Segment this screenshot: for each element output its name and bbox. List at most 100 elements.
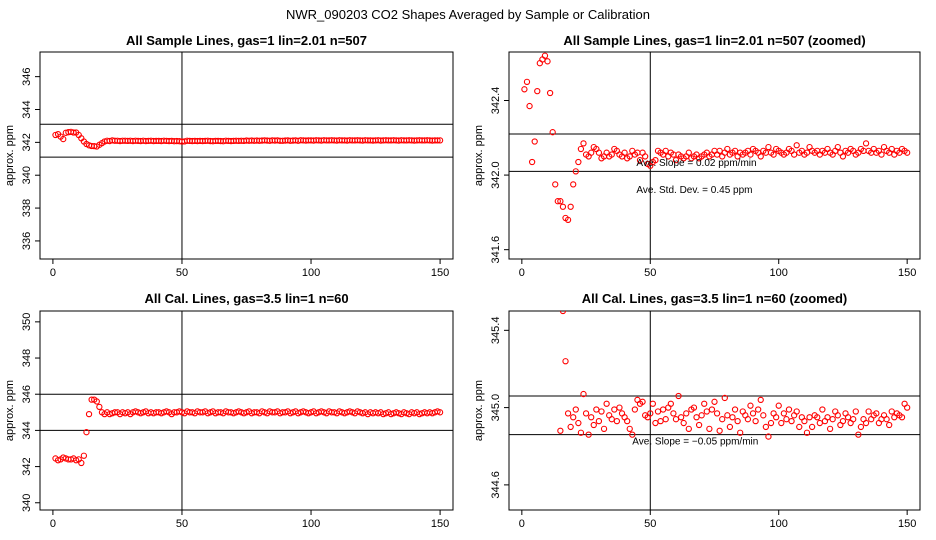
data-point xyxy=(857,423,865,431)
data-point xyxy=(850,416,857,423)
data-point xyxy=(731,406,739,413)
data-point xyxy=(785,406,793,413)
data-point xyxy=(647,410,654,417)
data-point xyxy=(96,403,103,411)
data-point xyxy=(747,151,754,158)
x-tick-label: 50 xyxy=(644,267,656,279)
data-point xyxy=(698,412,705,419)
y-tick-label: 342.0 xyxy=(490,161,502,189)
data-point xyxy=(806,414,813,421)
y-tick-label: 346 xyxy=(21,67,33,85)
data-point xyxy=(755,406,762,413)
y-tick-label: 338 xyxy=(21,199,33,217)
x-tick-label: 50 xyxy=(176,267,188,279)
data-point xyxy=(760,412,767,419)
data-point xyxy=(580,390,587,398)
data-point xyxy=(734,417,741,425)
data-point xyxy=(904,404,911,411)
data-point xyxy=(749,410,757,417)
data-point xyxy=(744,416,752,423)
data-point xyxy=(793,408,800,415)
data-point xyxy=(873,410,880,417)
data-point xyxy=(570,181,577,188)
data-point xyxy=(814,414,821,421)
panels: All Sample Lines, gas=1 lin=2.01 n=507 0 5… xyxy=(4,33,921,530)
data-point xyxy=(803,429,811,436)
data-point xyxy=(765,143,772,151)
data-point xyxy=(888,408,895,415)
x-tick-label: 150 xyxy=(898,267,916,279)
data-point xyxy=(767,419,775,427)
data-point xyxy=(855,431,862,438)
data-point xyxy=(600,425,608,433)
data-point xyxy=(701,400,708,407)
data-point xyxy=(677,414,685,421)
data-point xyxy=(570,414,577,421)
y-tick-label: 344 xyxy=(21,100,33,118)
y-axis-label: approx. ppm xyxy=(473,125,485,186)
data-point xyxy=(862,140,870,147)
data-point xyxy=(624,417,631,425)
y-tick-label: 340 xyxy=(21,494,33,512)
data-point xyxy=(667,400,674,407)
y-tick-label: 350 xyxy=(21,313,33,331)
x-tick-label: 0 xyxy=(519,518,525,530)
data-point xyxy=(60,135,67,143)
data-point xyxy=(834,412,841,419)
chart-panel-4: All Cal. Lines, gas=3.5 lin=1 n=60 (zoom… xyxy=(473,291,921,530)
data-point xyxy=(706,425,713,433)
panel-title: All Sample Lines, gas=1 lin=2.01 n=507 (… xyxy=(563,33,865,48)
data-point xyxy=(683,410,690,417)
data-point xyxy=(636,157,644,164)
data-point xyxy=(83,429,90,436)
data-point xyxy=(621,149,628,156)
data-point xyxy=(567,423,574,431)
plot-frame xyxy=(39,51,454,260)
annotation: Ave. Slope = −0.05 ppm/min xyxy=(632,436,758,447)
data-point xyxy=(762,423,770,431)
data-point xyxy=(839,417,847,425)
data-point xyxy=(703,408,710,415)
chart-panel-1: All Sample Lines, gas=1 lin=2.01 n=507 0 5… xyxy=(4,33,454,279)
data-point xyxy=(904,149,911,156)
y-tick-label: 336 xyxy=(21,232,33,250)
data-point xyxy=(708,406,716,413)
data-point xyxy=(608,416,615,423)
chart-panel-2: All Sample Lines, gas=1 lin=2.01 n=507 (… xyxy=(473,33,921,279)
data-point xyxy=(70,129,77,136)
data-point xyxy=(603,400,610,407)
data-point xyxy=(829,416,836,423)
data-point xyxy=(577,429,585,436)
reference-lines xyxy=(509,52,920,259)
data-point xyxy=(724,145,731,153)
plot-frame xyxy=(508,51,921,260)
data-point xyxy=(737,429,744,436)
chart-panel-3: All Cal. Lines, gas=3.5 lin=1 n=60 0 50 100… xyxy=(4,291,454,530)
data-points xyxy=(52,396,444,467)
data-point xyxy=(598,408,605,415)
data-point xyxy=(773,414,780,421)
data-point xyxy=(878,151,885,158)
data-point xyxy=(695,421,703,429)
data-point xyxy=(613,417,621,425)
data-point xyxy=(672,416,680,423)
data-point xyxy=(582,410,590,417)
y-axis-label: approx. ppm xyxy=(473,380,485,441)
y-axis-label: approx. ppm xyxy=(4,380,16,441)
data-point xyxy=(572,168,579,175)
data-point xyxy=(80,452,88,459)
data-point xyxy=(534,88,541,95)
data-point xyxy=(711,398,718,405)
data-point xyxy=(588,414,595,421)
y-tick-label: 346 xyxy=(21,385,33,403)
data-point xyxy=(564,216,572,223)
x-tick-label: 150 xyxy=(431,267,449,279)
data-point xyxy=(729,414,736,421)
data-point xyxy=(575,158,582,166)
data-point xyxy=(752,417,759,425)
data-points xyxy=(521,52,911,223)
data-point xyxy=(78,459,85,467)
x-tick-label: 150 xyxy=(898,518,916,530)
data-point xyxy=(575,419,582,427)
